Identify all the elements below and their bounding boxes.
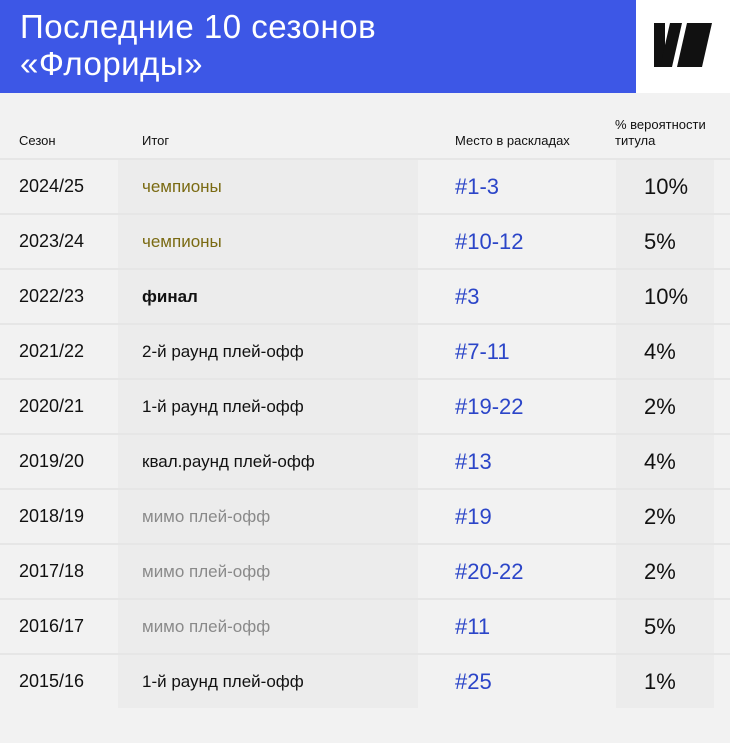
place-cell: #3 bbox=[455, 283, 480, 309]
table-row: 2022/23 финал #3 10% bbox=[0, 268, 730, 323]
seasons-table: Сезон Итог Место в раскладах % вероятнос… bbox=[0, 93, 730, 743]
table-row: 2015/16 1-й раунд плей-офф #25 1% bbox=[0, 653, 730, 708]
table-row: 2017/18 мимо плей-офф #20-22 2% bbox=[0, 543, 730, 598]
column-header-result: Итог bbox=[142, 133, 170, 148]
table-header: Сезон Итог Место в раскладах % вероятнос… bbox=[0, 93, 730, 158]
result-cell: 1-й раунд плей-офф bbox=[118, 380, 418, 433]
season-cell: 2022/23 bbox=[19, 286, 85, 306]
season-cell: 2023/24 bbox=[19, 231, 85, 251]
place-cell: #19 bbox=[455, 503, 492, 529]
place-cell: #19-22 bbox=[455, 393, 524, 419]
result-cell: 1-й раунд плей-офф bbox=[118, 655, 418, 708]
probability-header-line-1: % вероятности bbox=[615, 117, 706, 132]
probability-cell: 10% bbox=[616, 160, 714, 213]
table-row: 2024/25 чемпионы #1-3 10% bbox=[0, 158, 730, 213]
probability-cell: 2% bbox=[616, 490, 714, 543]
result-cell: финал bbox=[118, 270, 418, 323]
column-header-season: Сезон bbox=[19, 133, 56, 148]
season-cell: 2021/22 bbox=[19, 341, 85, 361]
result-cell: 2-й раунд плей-офф bbox=[118, 325, 418, 378]
probability-cell: 2% bbox=[616, 545, 714, 598]
probability-header-line-2: титула bbox=[615, 133, 656, 148]
season-cell: 2018/19 bbox=[19, 506, 85, 526]
table-row: 2023/24 чемпионы #10-12 5% bbox=[0, 213, 730, 268]
brand-logo bbox=[636, 0, 730, 93]
place-cell: #10-12 bbox=[455, 228, 524, 254]
place-cell: #11 bbox=[455, 613, 491, 639]
probability-cell: 1% bbox=[616, 655, 714, 708]
result-cell: квал.раунд плей-офф bbox=[118, 435, 418, 488]
page-title: Последние 10 сезонов «Флориды» bbox=[20, 8, 636, 82]
column-header-place: Место в раскладах bbox=[455, 133, 570, 148]
probability-cell: 10% bbox=[616, 270, 714, 323]
table-row: 2020/21 1-й раунд плей-офф #19-22 2% bbox=[0, 378, 730, 433]
table-row: 2019/20 квал.раунд плей-офф #13 4% bbox=[0, 433, 730, 488]
table-row: 2018/19 мимо плей-офф #19 2% bbox=[0, 488, 730, 543]
place-cell: #20-22 bbox=[455, 558, 524, 584]
probability-cell: 5% bbox=[616, 600, 714, 653]
table-row: 2021/22 2-й раунд плей-офф #7-11 4% bbox=[0, 323, 730, 378]
title-line-2: «Флориды» bbox=[20, 45, 203, 82]
table-row: 2016/17 мимо плей-офф #11 5% bbox=[0, 598, 730, 653]
season-cell: 2017/18 bbox=[19, 561, 85, 581]
place-cell: #1-3 bbox=[455, 173, 500, 199]
result-cell: мимо плей-офф bbox=[118, 600, 418, 653]
result-cell: мимо плей-офф bbox=[118, 545, 418, 598]
place-cell: #7-11 bbox=[455, 338, 510, 364]
column-header-probability: % вероятности титула bbox=[615, 117, 725, 149]
probability-cell: 5% bbox=[616, 215, 714, 268]
place-cell: #25 bbox=[455, 668, 492, 694]
result-cell: мимо плей-офф bbox=[118, 490, 418, 543]
title-line-1: Последние 10 сезонов bbox=[20, 8, 377, 45]
season-cell: 2015/16 bbox=[19, 671, 85, 691]
season-cell: 2020/21 bbox=[19, 396, 85, 416]
header-banner: Последние 10 сезонов «Флориды» bbox=[0, 0, 636, 93]
season-cell: 2019/20 bbox=[19, 451, 85, 471]
probability-cell: 2% bbox=[616, 380, 714, 433]
result-cell: чемпионы bbox=[118, 160, 418, 213]
season-cell: 2016/17 bbox=[19, 616, 85, 636]
probability-cell: 4% bbox=[616, 325, 714, 378]
season-cell: 2024/25 bbox=[19, 176, 85, 196]
brand-logo-icon bbox=[654, 23, 712, 67]
result-cell: чемпионы bbox=[118, 215, 418, 268]
place-cell: #13 bbox=[455, 448, 492, 474]
probability-cell: 4% bbox=[616, 435, 714, 488]
